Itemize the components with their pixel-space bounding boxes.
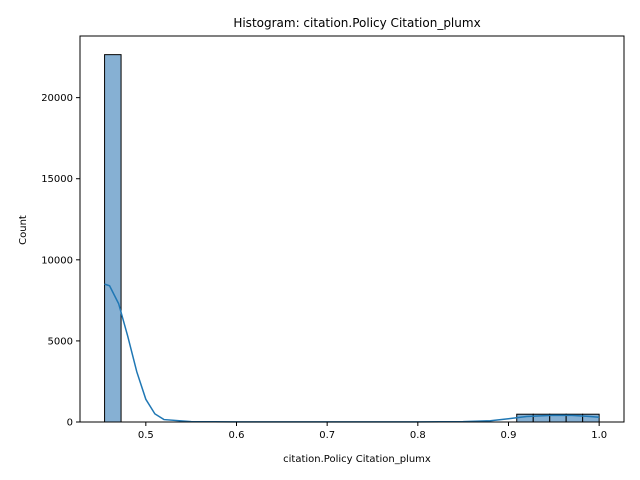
chart-title: Histogram: citation.Policy Citation_plum… — [233, 16, 480, 30]
plot-frame — [79, 35, 625, 423]
x-tick-label: 0.5 — [138, 430, 154, 441]
axes-layer: 0.5 0.6 0.7 0.8 0.9 1.0 0 5000 10000 15000 20000 — [41, 35, 625, 441]
histogram-bar-0 — [104, 54, 122, 423]
x-tick-label: 1.0 — [591, 430, 607, 441]
y-tick-label: 0 — [67, 418, 73, 429]
x-tick-label: 0.6 — [229, 430, 245, 441]
x-axis-title: citation.Policy Citation_plumx — [283, 454, 431, 465]
y-tick-label: 15000 — [41, 174, 73, 185]
x-tick-label: 0.9 — [501, 430, 517, 441]
y-tick-label: 10000 — [41, 255, 73, 266]
bars-layer — [104, 54, 600, 423]
x-tick-label: 0.8 — [410, 430, 426, 441]
histogram-bar-5 — [582, 413, 600, 423]
x-tick-label: 0.7 — [319, 430, 335, 441]
y-axis-title: Count — [18, 215, 29, 245]
kde-curve — [104, 283, 600, 423]
y-tick-label: 5000 — [48, 336, 73, 347]
y-tick-label: 20000 — [41, 93, 73, 104]
